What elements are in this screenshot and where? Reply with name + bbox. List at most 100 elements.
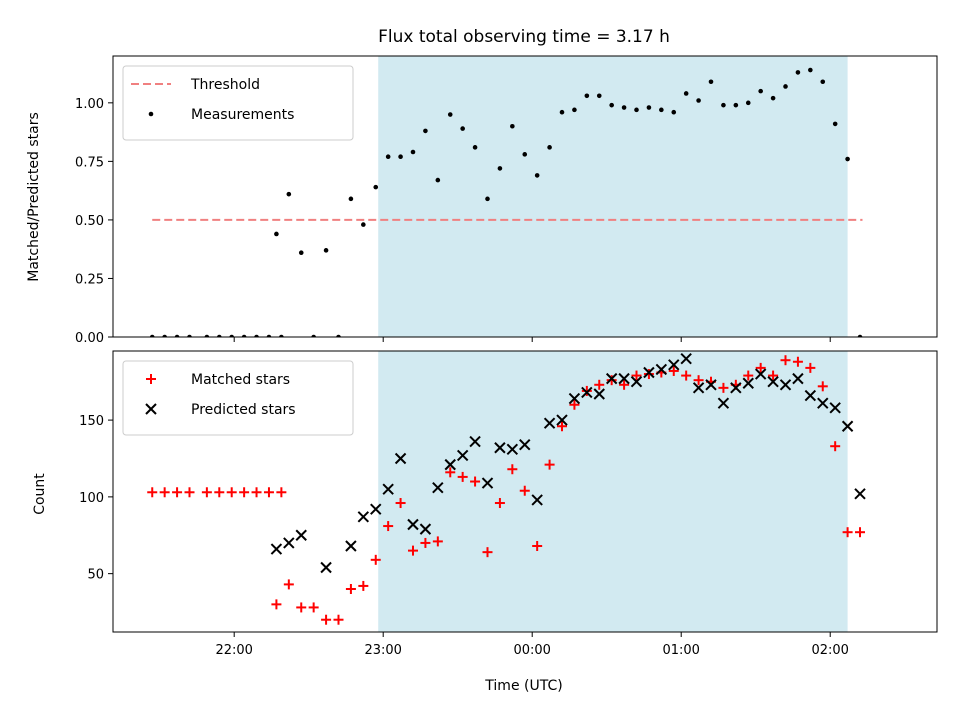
- matched-star-point: [544, 459, 555, 470]
- bottom-observing-window: [378, 351, 848, 632]
- matched-star-point: [172, 487, 183, 498]
- matched-star-point: [718, 382, 729, 393]
- matched-star-point: [830, 441, 841, 452]
- measurement-point: [472, 145, 478, 150]
- measurement-point: [149, 334, 155, 337]
- measurement-point: [216, 334, 222, 337]
- matched-star-point: [855, 527, 866, 538]
- matched-star-point: [283, 579, 294, 590]
- predicted-star-point: [841, 420, 854, 432]
- chart-title: Flux total observing time = 3.17 h: [378, 27, 670, 47]
- matched-star-point: [239, 487, 250, 498]
- measurement-point: [808, 67, 813, 73]
- measurement-point: [820, 79, 826, 85]
- legend-predicted-swatch: [145, 403, 157, 415]
- matched-star-point: [606, 375, 617, 386]
- bottom-y-axis-label: Count: [32, 473, 48, 515]
- predicted-star-point: [432, 481, 444, 494]
- matched-star-point: [308, 602, 319, 613]
- measurement-point: [634, 107, 639, 113]
- matched-star-point: [817, 381, 828, 392]
- predicted-star-point: [382, 483, 394, 495]
- top-y-tick-label: 0.00: [75, 331, 104, 346]
- predicted-star-point: [742, 377, 754, 389]
- measurement-point: [447, 112, 453, 117]
- measurement-point: [733, 102, 739, 108]
- measurement-point: [460, 126, 465, 131]
- predicted-star-point: [419, 523, 432, 535]
- bottom-y-tick-label: 150: [79, 414, 104, 429]
- matched-star-point: [159, 487, 170, 498]
- predicted-star-point: [469, 435, 481, 448]
- legend-label: Predicted stars: [191, 402, 296, 418]
- measurement-point: [348, 196, 354, 202]
- x-tick-label: 22:00: [215, 643, 252, 658]
- matched-star-point: [532, 541, 543, 552]
- matched-star-point: [507, 464, 518, 475]
- matched-star-point: [383, 521, 394, 532]
- measurement-point: [398, 154, 403, 159]
- measurement-point: [832, 121, 838, 127]
- matched-star-point: [296, 602, 307, 613]
- matched-star-point: [681, 370, 692, 381]
- matched-star-point: [457, 471, 468, 482]
- measurement-point: [435, 177, 441, 183]
- predicted-star-point: [692, 382, 705, 394]
- predicted-star-point: [605, 372, 618, 385]
- matched-star-point: [768, 370, 779, 381]
- top-y-tick-label: 1.00: [75, 97, 104, 112]
- matched-star-point: [333, 614, 344, 625]
- measurement-point: [696, 98, 701, 103]
- top-plot-area: [149, 67, 863, 337]
- top-legend: Threshold Measurements: [122, 65, 354, 141]
- measurement-point: [286, 191, 292, 197]
- measurement-point: [758, 88, 763, 94]
- matched-star-point: [643, 369, 654, 380]
- predicted-star-point: [568, 392, 581, 405]
- measurement-point: [423, 128, 428, 134]
- predicted-star-point: [717, 397, 730, 409]
- predicted-star-point: [655, 363, 668, 376]
- matched-star-point: [494, 498, 505, 509]
- top-y-tick-label: 0.50: [75, 214, 104, 229]
- predicted-star-point: [643, 366, 655, 379]
- predicted-star-point: [593, 388, 605, 400]
- measurement-point: [174, 334, 180, 337]
- predicted-star-point: [792, 372, 804, 385]
- predicted-star-point: [854, 488, 866, 500]
- matched-star-point: [263, 487, 274, 498]
- matched-star-point: [780, 355, 791, 366]
- predicted-star-point: [779, 379, 792, 391]
- measurement-point: [204, 334, 210, 337]
- predicted-star-point: [345, 540, 357, 552]
- predicted-star-point: [618, 372, 630, 385]
- predicted-star-point: [494, 442, 506, 454]
- matched-star-point: [792, 356, 803, 367]
- matched-star-point: [370, 554, 381, 565]
- predicted-star-point: [581, 386, 593, 399]
- measurement-point: [510, 123, 515, 129]
- matched-star-point: [755, 362, 766, 373]
- top-y-tick-label: 0.25: [75, 272, 104, 287]
- matched-star-point: [321, 614, 332, 625]
- matched-star-point: [619, 379, 630, 390]
- predicted-star-point: [270, 543, 283, 555]
- measurement-point: [323, 248, 329, 253]
- predicted-star-point: [320, 561, 332, 574]
- matched-star-point: [407, 545, 418, 556]
- matched-star-point: [594, 379, 605, 390]
- measurement-point: [497, 166, 503, 171]
- matched-star-point: [271, 599, 282, 610]
- matched-star-point: [631, 370, 642, 381]
- predicted-star-point: [817, 397, 829, 409]
- measurement-point: [783, 84, 788, 89]
- measurement-point: [241, 334, 247, 337]
- measurement-point: [745, 100, 751, 106]
- matched-star-point: [569, 399, 580, 410]
- predicted-star-point: [705, 379, 717, 391]
- measurement-point: [279, 334, 284, 337]
- measurement-point: [572, 107, 577, 113]
- measurement-point: [361, 222, 366, 227]
- predicted-star-point: [630, 376, 643, 388]
